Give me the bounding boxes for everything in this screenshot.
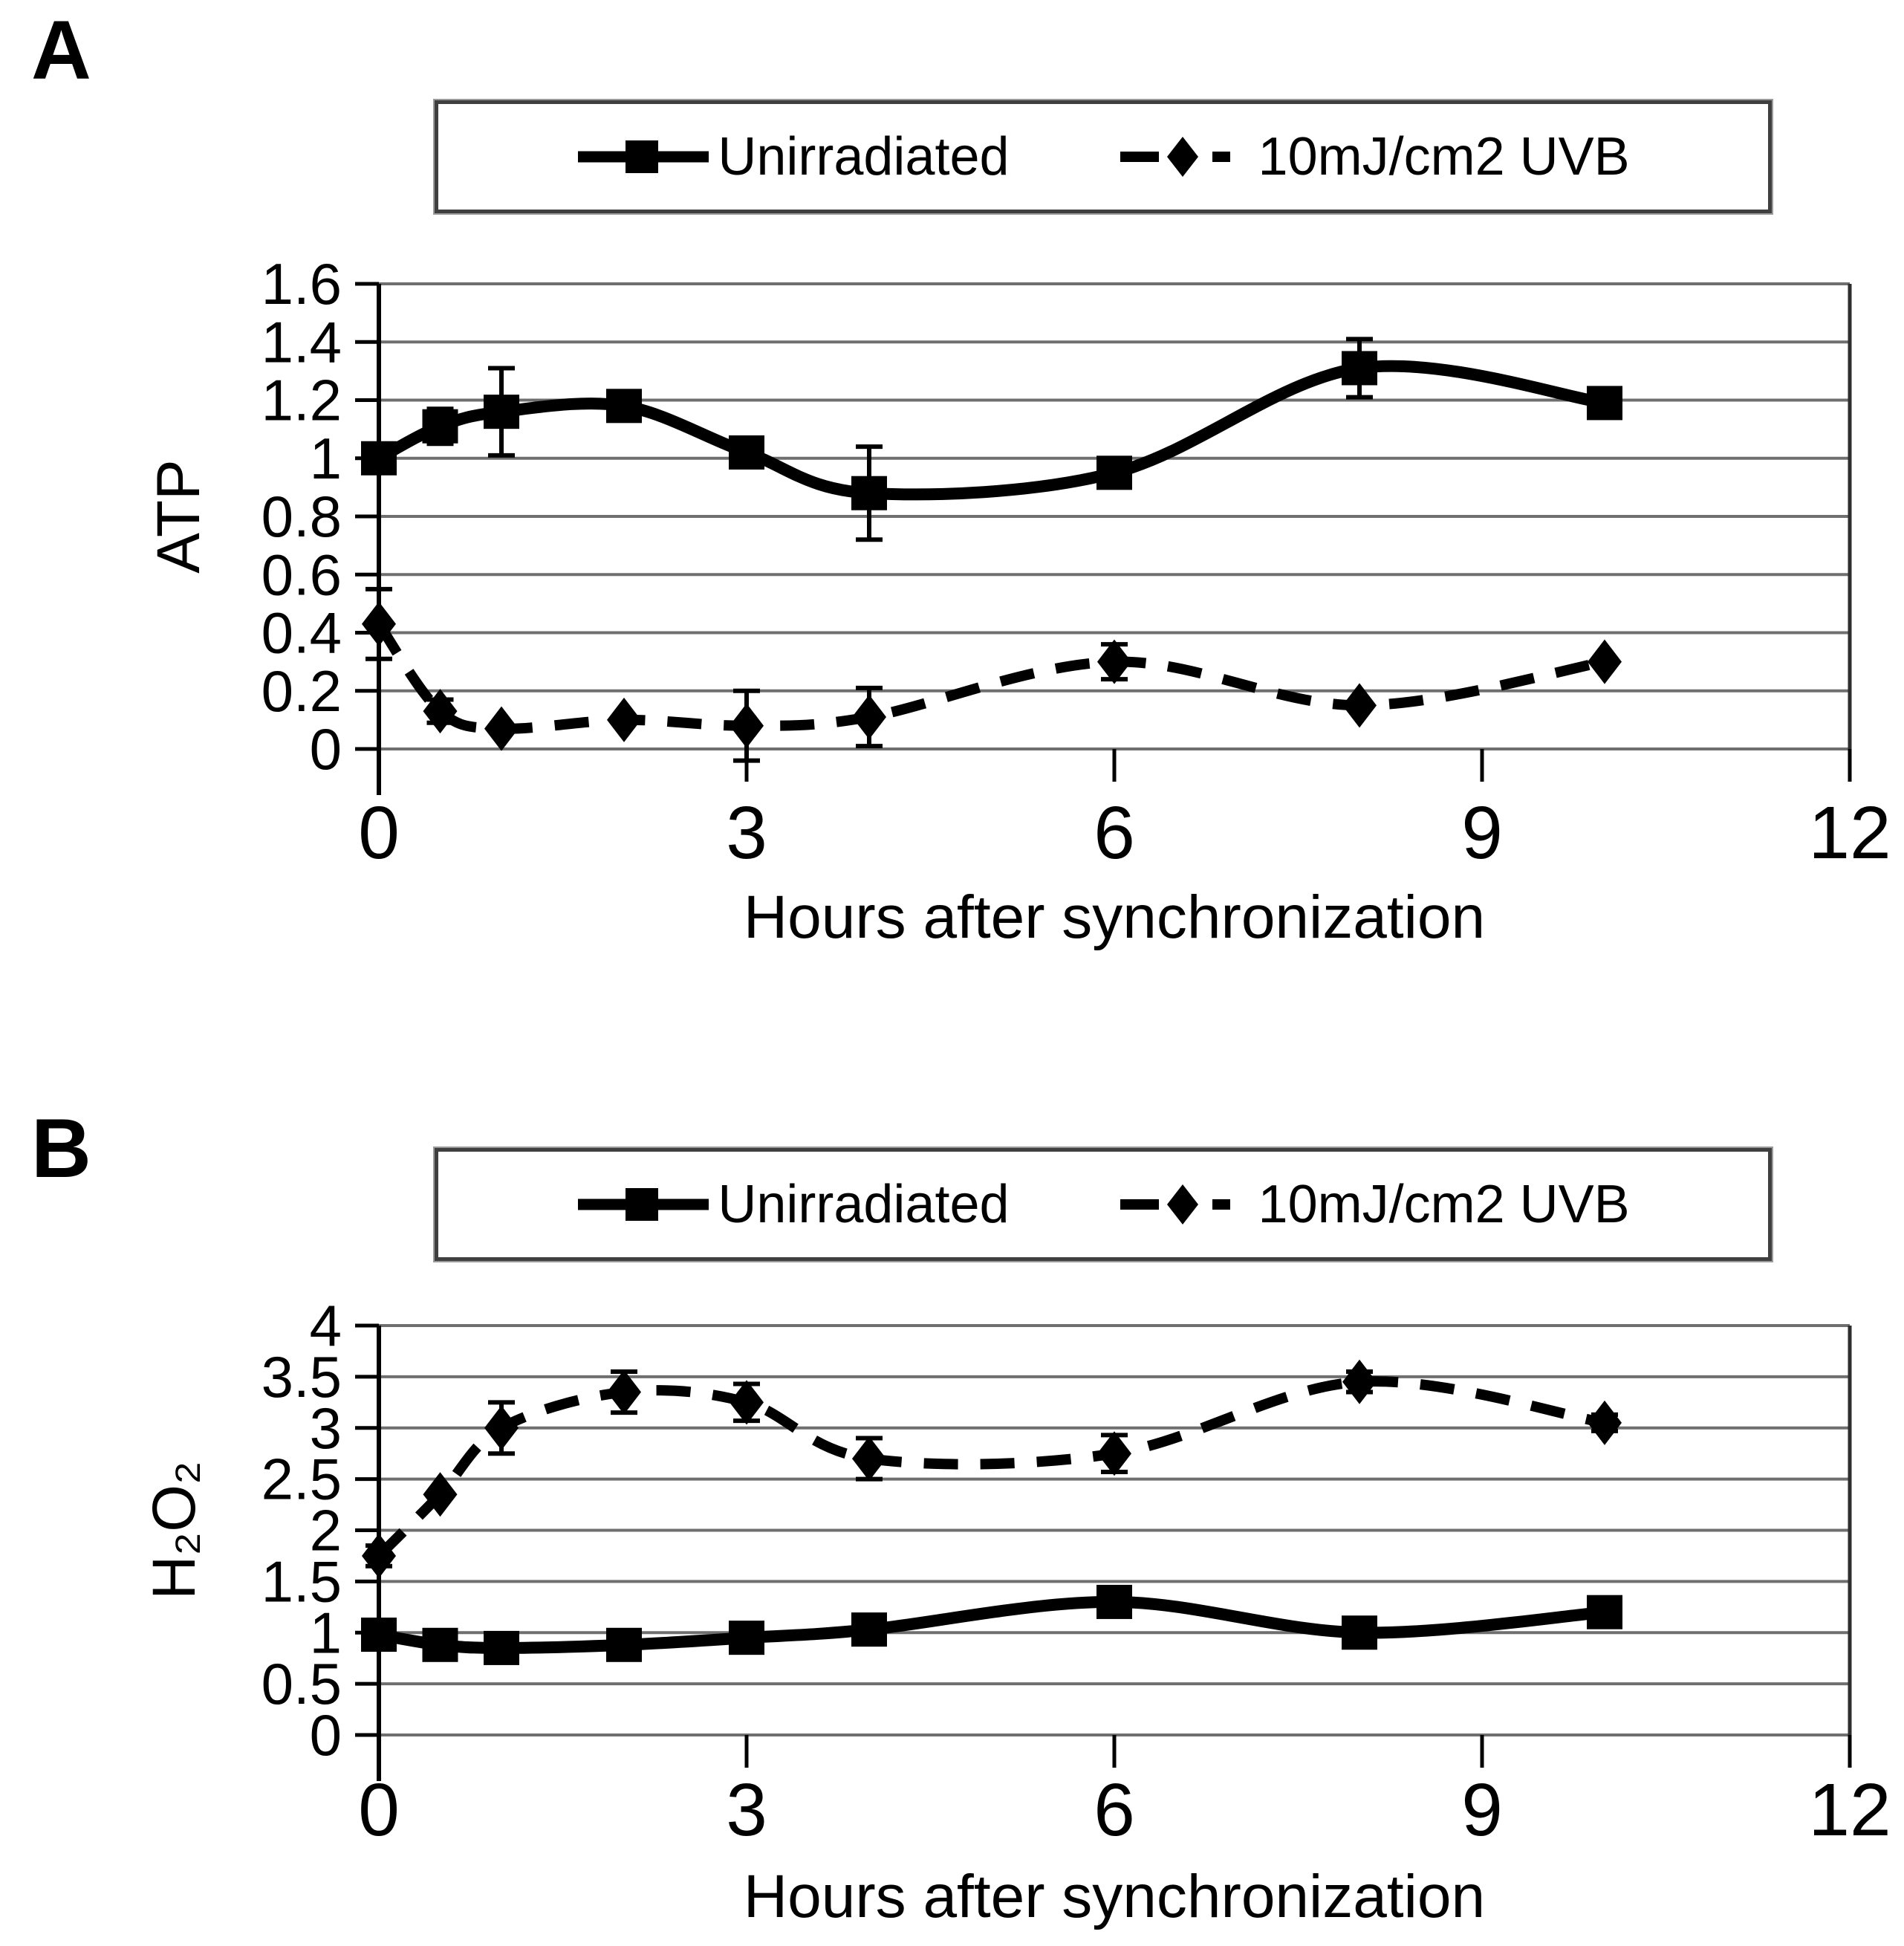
square-marker bbox=[1587, 386, 1622, 421]
square-marker bbox=[1342, 351, 1377, 386]
diamond-marker bbox=[1342, 683, 1377, 728]
x-tick-label: 6 bbox=[1094, 791, 1135, 875]
x-tick-label: 12 bbox=[1808, 791, 1891, 875]
legend-entry-uvb: 10mJ/cm2 UVB bbox=[1117, 126, 1630, 187]
y-tick-label: 3 bbox=[310, 1395, 342, 1461]
square-marker bbox=[484, 1630, 519, 1665]
solid-line-square-marker-icon bbox=[578, 140, 709, 173]
y-tick-label: 1 bbox=[310, 1600, 342, 1665]
x-tick-label: 12 bbox=[1808, 1768, 1891, 1852]
diamond-marker bbox=[423, 689, 458, 734]
square-marker bbox=[361, 1618, 397, 1653]
square-marker bbox=[606, 1627, 642, 1662]
x-axis-title: Hours after synchronization bbox=[744, 883, 1485, 951]
diamond-marker bbox=[607, 697, 641, 742]
legend-entry-unirradiated: Unirradiated bbox=[576, 1174, 1010, 1235]
legend-panel-b: Unirradiated 10mJ/cm2 UVB bbox=[433, 1146, 1773, 1262]
diamond-marker bbox=[1588, 1400, 1622, 1445]
x-axis-title: Hours after synchronization bbox=[744, 1863, 1485, 1930]
legend-label-uvb: 10mJ/cm2 UVB bbox=[1258, 127, 1630, 187]
square-marker bbox=[422, 409, 458, 444]
diamond-marker bbox=[362, 1533, 396, 1578]
square-marker bbox=[1096, 1584, 1132, 1619]
dashed-line-diamond-marker-icon bbox=[1120, 137, 1230, 177]
x-tick-label: 9 bbox=[1461, 791, 1503, 875]
diamond-marker bbox=[1342, 1359, 1377, 1404]
legend-label-unirradiated: Unirradiated bbox=[718, 1175, 1010, 1234]
diamond-marker bbox=[852, 694, 886, 739]
diamond-marker bbox=[484, 706, 519, 751]
x-tick-label: 0 bbox=[358, 1768, 400, 1852]
legend-label-uvb: 10mJ/cm2 UVB bbox=[1258, 1175, 1630, 1234]
y-tick-label: 1.2 bbox=[261, 368, 342, 433]
square-marker bbox=[1096, 455, 1132, 490]
square-marker bbox=[606, 389, 642, 424]
y-tick-label: 0.8 bbox=[261, 484, 342, 549]
square-marker bbox=[729, 435, 764, 470]
y-tick-label: 0.4 bbox=[261, 600, 342, 666]
square-marker bbox=[851, 1612, 887, 1647]
square-marker bbox=[361, 441, 397, 476]
y-tick-label: 0.5 bbox=[261, 1651, 342, 1716]
x-tick-label: 3 bbox=[726, 791, 767, 875]
y-tick-label: 2.5 bbox=[261, 1447, 342, 1512]
series-line-unirradiated bbox=[377, 1595, 1605, 1654]
diamond-marker bbox=[852, 1436, 886, 1482]
diamond-marker bbox=[484, 1405, 519, 1450]
diamond-marker bbox=[607, 1369, 641, 1415]
y-tick-label: 1.6 bbox=[261, 251, 342, 317]
diamond-marker bbox=[730, 703, 764, 748]
y-axis-title: H₂O₂ bbox=[140, 1461, 208, 1600]
y-tick-label: 2 bbox=[310, 1498, 342, 1563]
series-line-unirradiated bbox=[376, 360, 1606, 501]
x-tick-label: 6 bbox=[1094, 1768, 1135, 1852]
panel-b-label: B bbox=[31, 1102, 91, 1195]
y-tick-label: 0 bbox=[310, 1702, 342, 1768]
y-tick-label: 0 bbox=[310, 716, 342, 782]
panel-a-label: A bbox=[31, 4, 91, 97]
y-tick-label: 1.4 bbox=[261, 309, 342, 374]
y-tick-label: 4 bbox=[310, 1293, 342, 1358]
y-tick-label: 0.6 bbox=[261, 542, 342, 607]
square-marker bbox=[851, 476, 887, 510]
diamond-marker bbox=[1097, 639, 1131, 684]
x-tick-label: 0 bbox=[358, 791, 400, 875]
solid-line-square-marker-icon bbox=[578, 1188, 709, 1221]
x-tick-label: 9 bbox=[1461, 1768, 1503, 1852]
legend-entry-uvb: 10mJ/cm2 UVB bbox=[1117, 1174, 1630, 1235]
y-tick-label: 0.2 bbox=[261, 658, 342, 724]
y-tick-label: 1 bbox=[310, 426, 342, 491]
legend-panel-a: Unirradiated 10mJ/cm2 UVB bbox=[433, 99, 1773, 215]
diamond-marker bbox=[730, 1380, 764, 1425]
x-tick-label: 3 bbox=[726, 1768, 767, 1852]
diamond-marker bbox=[423, 1472, 458, 1517]
diamond-marker bbox=[1588, 639, 1622, 684]
square-marker bbox=[1587, 1595, 1622, 1629]
y-tick-label: 3.5 bbox=[261, 1344, 342, 1410]
legend-entry-unirradiated: Unirradiated bbox=[576, 126, 1010, 187]
y-axis-title: ATP bbox=[145, 459, 212, 573]
series-line-10mj-cm2-uvb bbox=[375, 1376, 1606, 1560]
dashed-line-diamond-marker-icon bbox=[1120, 1184, 1230, 1225]
square-marker bbox=[422, 1627, 458, 1662]
diamond-marker bbox=[1097, 1431, 1131, 1476]
y-tick-label: 1.5 bbox=[261, 1548, 342, 1614]
diamond-marker bbox=[362, 601, 396, 646]
square-marker bbox=[484, 395, 519, 429]
square-marker bbox=[1342, 1615, 1377, 1650]
square-marker bbox=[729, 1621, 764, 1655]
series-line-10mj-cm2-uvb bbox=[374, 620, 1606, 734]
legend-label-unirradiated: Unirradiated bbox=[718, 127, 1010, 187]
